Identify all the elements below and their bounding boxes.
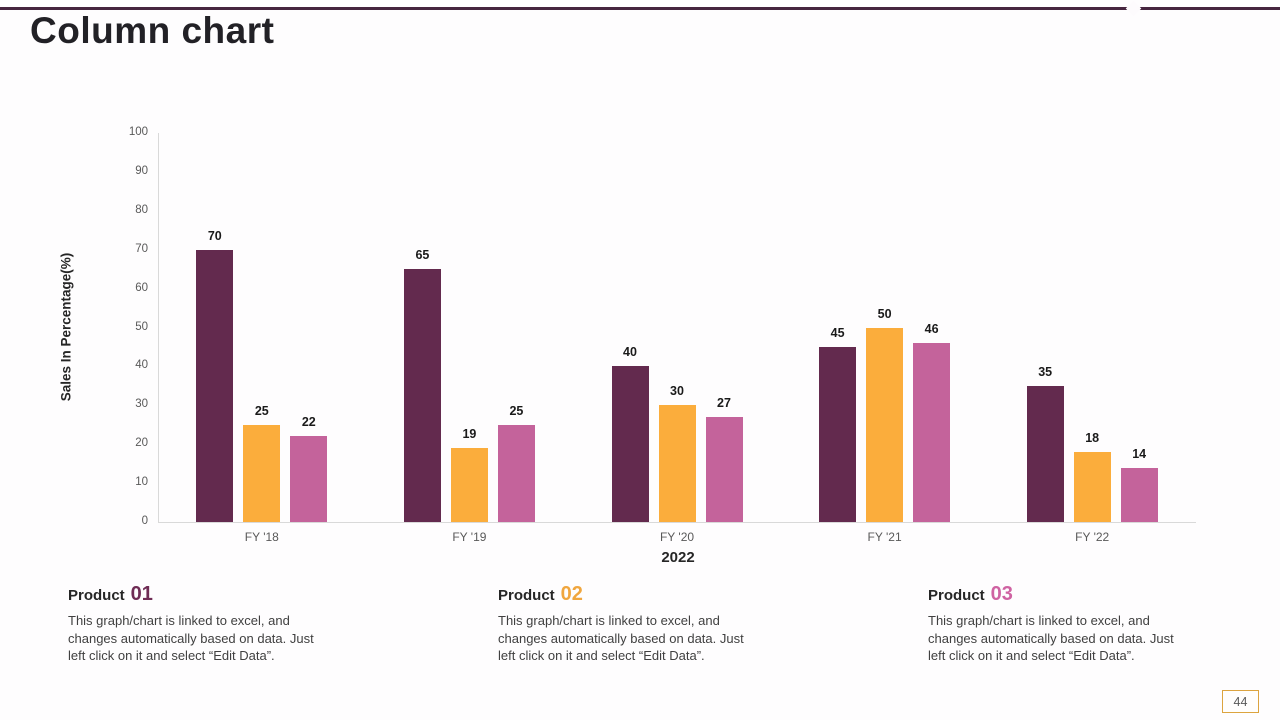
product-02-number: 02 [560,583,583,605]
bar-value-label: 46 [924,322,939,337]
product-02-label: Product [498,587,555,604]
bar-value-label: 25 [254,403,269,418]
bar-product-01-4[interactable] [819,346,857,522]
y-tick-label: 80 [135,203,148,216]
bar-product-02-3[interactable] [658,405,696,522]
bar-product-01-1[interactable] [196,249,234,522]
page-title: Column chart [30,10,275,51]
product-02-header: Product 02 [498,583,808,606]
x-axis-title: 2022 [661,549,695,566]
bar-value-label: 40 [623,345,637,360]
bar-product-02-2[interactable] [450,448,488,522]
bar-product-01-5[interactable] [1026,385,1064,522]
product-03-number: 03 [990,583,1013,605]
x-category-label: FY '18 [244,530,279,544]
y-tick-label: 0 [141,515,148,527]
x-category-label: FY '19 [452,530,487,544]
product-01-header: Product 01 [68,583,378,606]
product-01-number: 01 [130,583,153,605]
y-tick-label: 40 [135,359,148,372]
bar-product-01-3[interactable] [611,366,649,522]
y-tick-label: 60 [135,281,148,294]
y-axis-title: Sales In Percentage(%) [58,252,74,402]
bar-product-03-3[interactable] [705,416,743,522]
y-tick-label: 30 [135,398,148,411]
bar-value-label: 45 [830,325,845,340]
bar-value-label: 50 [877,306,892,321]
bar-value-label: 27 [717,395,731,410]
bar-product-01-2[interactable] [403,269,441,522]
bar-product-02-5[interactable] [1073,451,1111,522]
bar-product-02-4[interactable] [866,327,904,522]
bar-value-label: 35 [1038,364,1053,379]
x-axis-line [158,522,1196,523]
bar-value-label: 30 [670,384,684,399]
y-tick-label: 10 [135,476,148,489]
y-tick-label: 70 [135,242,148,255]
bar-product-03-5[interactable] [1120,467,1158,522]
y-axis-line [158,133,159,522]
product-02-description: This graph/chart is linked to excel, and… [498,613,744,663]
y-tick-label: 20 [135,437,148,450]
bar-value-label: 65 [415,248,430,263]
product-01-block: Product 01 This graph/chart is linked to… [68,583,378,665]
product-03-label: Product [928,587,985,604]
bar-value-label: 70 [207,228,222,243]
product-01-label: Product [68,587,125,604]
product-03-description: This graph/chart is linked to excel, and… [928,613,1174,663]
product-02-block: Product 02 This graph/chart is linked to… [498,583,808,665]
bar-value-label: 14 [1132,446,1147,461]
page-number-badge: 44 [1222,690,1259,713]
product-03-header: Product 03 [928,583,1238,606]
bar-product-03-4[interactable] [913,343,951,522]
bar-product-03-2[interactable] [497,424,535,522]
bar-product-03-1[interactable] [290,436,328,522]
x-category-label: FY '21 [867,530,902,544]
y-tick-label: 90 [135,164,148,177]
x-category-label: FY '20 [659,530,695,544]
top-divider-line [0,0,1280,17]
bar-value-label: 19 [462,427,477,442]
x-category-label: FY '22 [1075,530,1110,544]
bar-value-label: 18 [1085,430,1100,445]
bar-value-label: 25 [509,403,524,418]
product-03-block: Product 03 This graph/chart is linked to… [928,583,1238,665]
product-01-description: This graph/chart is linked to excel, and… [68,613,314,663]
bar-product-02-1[interactable] [243,424,281,522]
y-tick-label: 50 [135,320,148,333]
bar-value-label: 22 [301,415,316,430]
page-number: 44 [1233,694,1248,709]
y-tick-label: 100 [128,126,148,138]
